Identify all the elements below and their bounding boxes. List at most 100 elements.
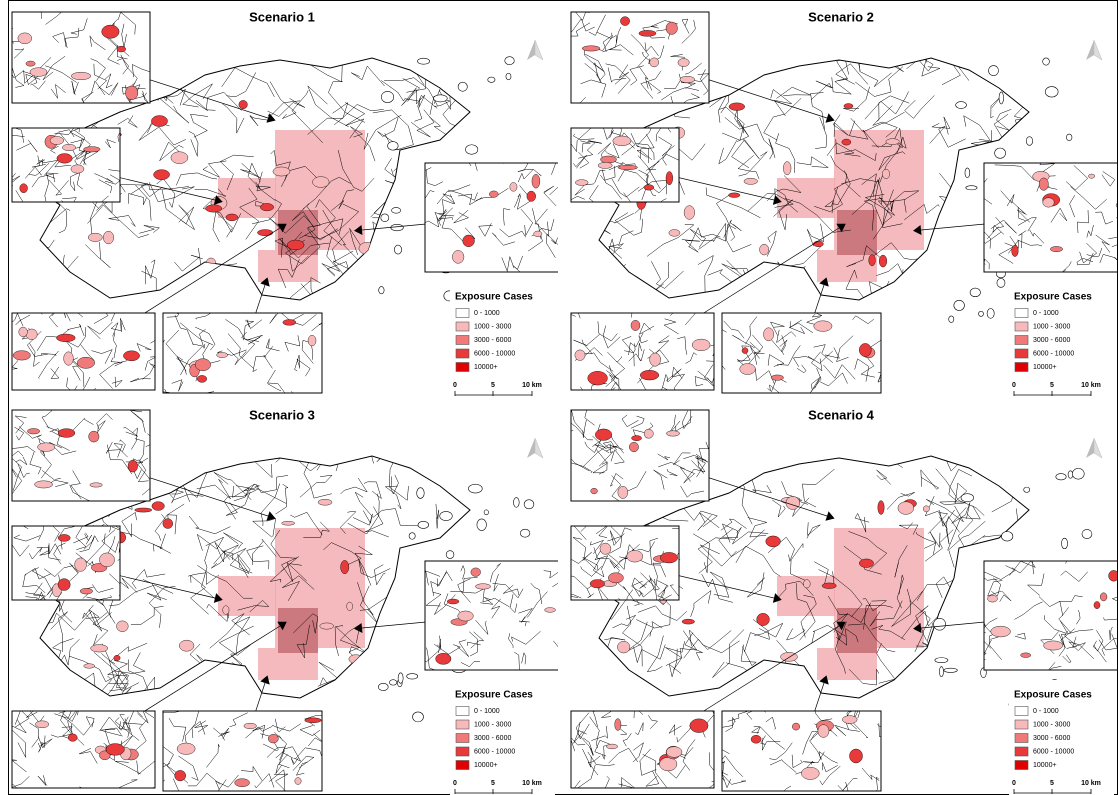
district-boundary xyxy=(724,692,765,699)
island xyxy=(1082,529,1092,538)
island xyxy=(381,91,393,102)
inset-fill xyxy=(595,429,611,441)
district-boundary xyxy=(763,262,786,291)
district-fill xyxy=(257,230,272,236)
north-arrow xyxy=(1094,40,1102,60)
panel-title: Scenario 1 xyxy=(249,9,315,24)
legend-swatch xyxy=(456,761,469,770)
panel-title: Scenario 2 xyxy=(808,9,874,24)
inset-fill xyxy=(534,231,542,237)
island xyxy=(440,511,453,520)
highlight-zone xyxy=(218,178,276,218)
district-fill xyxy=(171,152,188,164)
inset-boundary xyxy=(75,281,91,317)
district-fill xyxy=(869,255,876,266)
inset-fill xyxy=(659,757,677,771)
scale-label: 5 xyxy=(1050,382,1054,389)
district-fill xyxy=(886,139,900,145)
legend-swatch xyxy=(456,363,469,372)
district-boundary xyxy=(362,661,377,680)
district-boundary xyxy=(848,34,901,56)
district-boundary xyxy=(38,667,57,689)
inset-fill xyxy=(690,719,708,733)
island xyxy=(417,488,425,499)
inset xyxy=(412,561,579,672)
inset-fill xyxy=(763,328,773,341)
legend-swatch xyxy=(1015,336,1028,345)
district-fill xyxy=(621,500,633,511)
legend-swatch xyxy=(1015,707,1028,716)
inset-fill xyxy=(128,460,138,472)
inset-fill xyxy=(582,46,600,51)
inset-fill xyxy=(1100,593,1107,601)
district-fill xyxy=(923,506,929,512)
scale-label: 10 km xyxy=(522,780,542,787)
inset-fill xyxy=(1043,198,1054,207)
district-fill xyxy=(154,170,170,180)
district-fill xyxy=(103,231,114,244)
island xyxy=(949,316,954,323)
inset-fill xyxy=(235,779,250,787)
district-fill xyxy=(116,621,128,632)
inset xyxy=(155,309,325,421)
inset-fill xyxy=(18,33,32,44)
inset xyxy=(955,150,1118,284)
inset-fill xyxy=(102,25,120,38)
inset-fill xyxy=(308,335,316,346)
district-fill xyxy=(207,258,216,266)
inset-fill xyxy=(26,61,35,66)
legend-swatch xyxy=(456,747,469,756)
inset-fill xyxy=(268,734,278,743)
legend-label: 0 - 1000 xyxy=(1033,310,1059,317)
inset-fill xyxy=(666,22,677,34)
scale-label: 0 xyxy=(1012,382,1016,389)
inset-fill xyxy=(600,543,611,554)
legend-label: 10000+ xyxy=(1033,762,1057,769)
district-boundary xyxy=(1005,469,1046,486)
inset xyxy=(0,0,156,111)
map-panel: Scenario 2Exposure Cases0 - 10001000 - 3… xyxy=(554,7,1118,407)
legend-title: Exposure Cases xyxy=(1014,690,1092,701)
legend-label: 0 - 1000 xyxy=(474,310,500,317)
island xyxy=(488,77,495,82)
legend-swatch xyxy=(1015,720,1028,729)
inset-fill xyxy=(849,749,862,763)
map-figure: Scenario 1 Exposure Cases 0 - 1000 1000 - 3… xyxy=(0,0,1118,795)
inset-boundary xyxy=(0,29,13,41)
legend-label: 1000 - 3000 xyxy=(474,323,511,330)
inset-fill xyxy=(56,334,75,342)
island xyxy=(413,712,424,722)
district-boundary xyxy=(880,697,911,735)
legend-label: 10000+ xyxy=(474,364,498,371)
district-fill xyxy=(760,244,769,255)
district-fill xyxy=(226,214,238,221)
inset-fill xyxy=(35,721,48,728)
inset-fill xyxy=(195,359,210,371)
district-fill xyxy=(163,519,173,529)
inset xyxy=(544,393,709,504)
inset-fill xyxy=(678,58,689,66)
inset-fill xyxy=(71,165,84,173)
inset-fill xyxy=(644,429,653,438)
district-fill xyxy=(287,240,304,250)
inset-fill xyxy=(608,573,623,583)
district-boundary xyxy=(787,266,806,288)
inset-fill xyxy=(305,718,322,723)
island xyxy=(999,92,1004,104)
district-fill xyxy=(786,496,800,509)
district-boundary xyxy=(242,427,255,455)
inset-fill xyxy=(175,770,186,781)
district-fill xyxy=(684,206,695,220)
legend-label: 1000 - 3000 xyxy=(474,721,511,728)
inset-fill xyxy=(80,588,93,594)
inset-fill xyxy=(818,725,829,738)
inset-fill xyxy=(458,611,474,621)
district-fill xyxy=(107,503,118,510)
district-fill xyxy=(879,255,887,267)
island xyxy=(379,287,384,294)
inset-fill xyxy=(117,46,126,52)
inset-fill xyxy=(692,339,710,351)
inset-fill xyxy=(123,351,139,361)
district-fill xyxy=(813,241,823,247)
inset-fill xyxy=(1050,246,1062,251)
